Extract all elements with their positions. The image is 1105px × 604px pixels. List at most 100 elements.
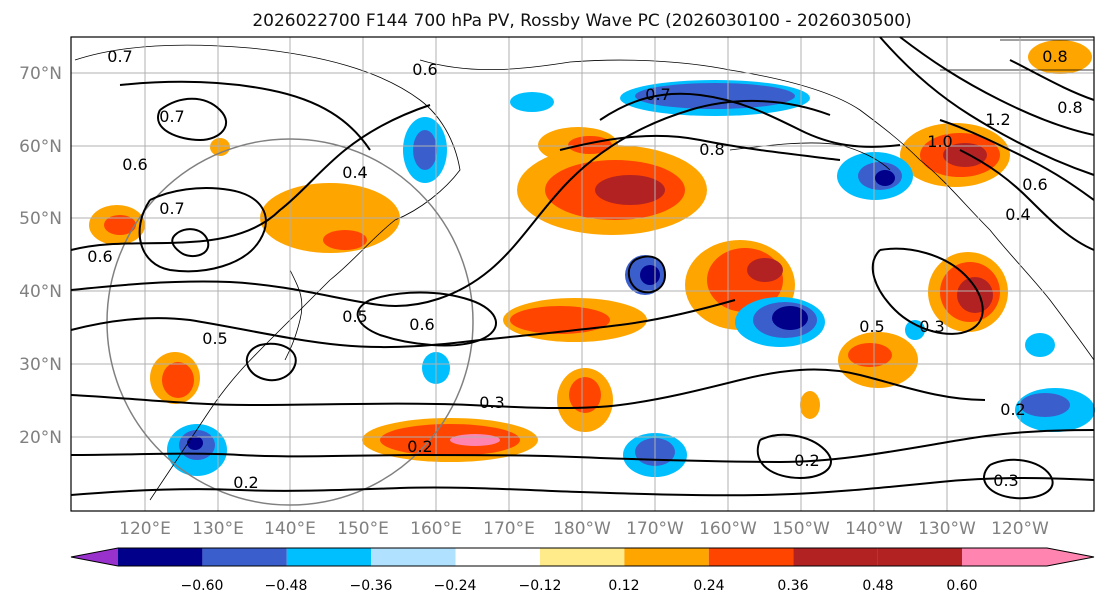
lon-label: 160°E <box>410 519 462 539</box>
neg-anomaly-gulf-max <box>875 170 895 186</box>
contour-label: 0.7 <box>645 85 670 104</box>
neg-anomaly-small-2 <box>510 92 554 112</box>
colorbar-pink-segment <box>962 548 1047 566</box>
figure-title: 2026022700 F144 700 hPa PV, Rossby Wave … <box>252 11 911 31</box>
colorbar-tick-label: 0.36 <box>777 578 808 594</box>
contour-label: 0.3 <box>479 393 504 412</box>
lon-label: 180°W <box>553 519 611 539</box>
pos-anomaly-central-pacific-max <box>747 258 783 282</box>
colorbar-segment <box>202 548 287 566</box>
longitude-labels: 120°E 130°E 140°E 150°E 160°E 170°E 180°… <box>119 519 1049 539</box>
pos-anomaly-ne-pacific-max <box>957 277 993 313</box>
colorbar-tick-label: −0.24 <box>434 578 477 594</box>
pos-anomaly-sw-core <box>162 362 194 398</box>
lon-label: 170°E <box>483 519 535 539</box>
colorbar-segment <box>371 548 456 566</box>
colorbar-outline <box>70 547 1095 567</box>
contour-label: 1.2 <box>985 110 1010 129</box>
contour-label: 0.6 <box>412 60 437 79</box>
contour-label: 0.8 <box>1042 47 1067 66</box>
colorbar-tick-label: −0.48 <box>265 578 308 594</box>
lon-label: 160°W <box>699 519 757 539</box>
colorbar-segment <box>708 548 794 566</box>
colorbar-tick-label: 0.60 <box>946 578 977 594</box>
neg-anomaly-small-3 <box>1025 333 1055 357</box>
map-frame: 0.7 0.6 0.7 0.6 0.7 0.6 0.4 0.5 0.6 0.5 … <box>70 36 1095 512</box>
colorbar-tick-label: 0.12 <box>608 578 639 594</box>
colorbar-tick-label: −0.36 <box>350 578 393 594</box>
lat-label: 70°N <box>19 64 62 84</box>
contour-label: 0.6 <box>1022 175 1047 194</box>
contour-label: 0.2 <box>794 451 819 470</box>
contour-label: 0.2 <box>407 437 432 456</box>
lon-label: 120°E <box>119 519 171 539</box>
lat-label: 50°N <box>19 209 62 229</box>
neg-anomaly-tropical-w-max <box>187 436 203 450</box>
lon-label: 140°W <box>845 519 903 539</box>
colorbar-tick-label: 0.48 <box>862 578 893 594</box>
contour-label: 0.8 <box>699 140 724 159</box>
colorbar-segment <box>540 548 625 566</box>
contour-label: 1.0 <box>927 132 952 151</box>
colorbar-tick-label: −0.12 <box>519 578 562 594</box>
lat-label: 40°N <box>19 282 62 302</box>
pos-anomaly-japan-core <box>323 230 367 250</box>
contour-label: 0.6 <box>409 315 434 334</box>
neg-anomaly-small-4 <box>905 320 925 340</box>
contour-labels: 0.7 0.6 0.7 0.6 0.7 0.6 0.4 0.5 0.6 0.5 … <box>87 47 1082 492</box>
pos-anomaly-nw-pacific-max <box>595 175 665 205</box>
contour-label: 0.6 <box>122 155 147 174</box>
lat-label: 30°N <box>19 355 62 375</box>
contour-label: 0.5 <box>202 329 227 348</box>
contour-label: 0.2 <box>1000 400 1025 419</box>
neg-anomaly-east-pacific-max <box>772 306 808 330</box>
colorbar-extend-high <box>1047 548 1094 566</box>
pos-anomaly-small-1 <box>800 391 820 419</box>
contour-label: 0.3 <box>993 471 1018 490</box>
colorbar-tick-label: −0.60 <box>181 578 224 594</box>
pos-anomaly-alaska-max <box>943 143 987 167</box>
pos-anomaly-west-core <box>104 215 136 235</box>
lon-label: 120°W <box>991 519 1049 539</box>
lon-label: 130°E <box>192 519 244 539</box>
contour-label: 0.7 <box>159 199 184 218</box>
contour-label: 0.5 <box>342 307 367 326</box>
colorbar-last-segment <box>877 548 962 566</box>
contour-label: 0.2 <box>233 473 258 492</box>
contour-label: 0.7 <box>107 47 132 66</box>
contour-label: 0.5 <box>859 317 884 336</box>
pos-anomaly-arctic <box>1028 40 1092 74</box>
colorbar-segment <box>624 548 709 566</box>
colorbar-segment <box>286 548 372 566</box>
pos-anomaly-midlat-core <box>510 306 610 334</box>
lon-label: 130°W <box>918 519 976 539</box>
contour-label: 0.6 <box>87 247 112 266</box>
lon-label: 150°E <box>337 519 389 539</box>
contour-label: 0.8 <box>1057 98 1082 117</box>
lat-label: 20°N <box>19 428 62 448</box>
pos-anomaly-hawaii-core <box>848 343 892 367</box>
coastlines <box>74 39 1095 501</box>
colorbar: −0.60 −0.48 −0.36 −0.24 −0.12 0.12 0.24 … <box>70 547 1095 594</box>
neg-anomaly-midlat-max <box>640 265 660 285</box>
colorbar-segment <box>455 548 540 566</box>
lon-label: 170°W <box>626 519 684 539</box>
lon-label: 150°W <box>772 519 830 539</box>
colorbar-extend-low <box>71 548 118 566</box>
neg-anomaly-bering-core <box>635 83 795 109</box>
latitude-labels: 70°N 60°N 50°N 40°N 30°N 20°N <box>19 64 62 448</box>
neg-anomaly-tropical-e-core <box>1020 393 1070 417</box>
neg-anomaly-japan-n-core <box>413 130 437 170</box>
colorbar-segment <box>793 548 878 566</box>
colorbar-tick-label: 0.24 <box>693 578 724 594</box>
colorbar-ticks: −0.60 −0.48 −0.36 −0.24 −0.12 0.12 0.24 … <box>181 578 978 594</box>
colorbar-segments <box>118 548 878 566</box>
contour-label: 0.7 <box>159 107 184 126</box>
contour-label: 0.3 <box>919 317 944 336</box>
pv-contours <box>70 36 1095 500</box>
pos-anomaly-tropics-core <box>569 377 601 413</box>
lon-label: 140°E <box>264 519 316 539</box>
contour-label: 0.4 <box>342 163 367 182</box>
colorbar-segment <box>118 548 203 566</box>
